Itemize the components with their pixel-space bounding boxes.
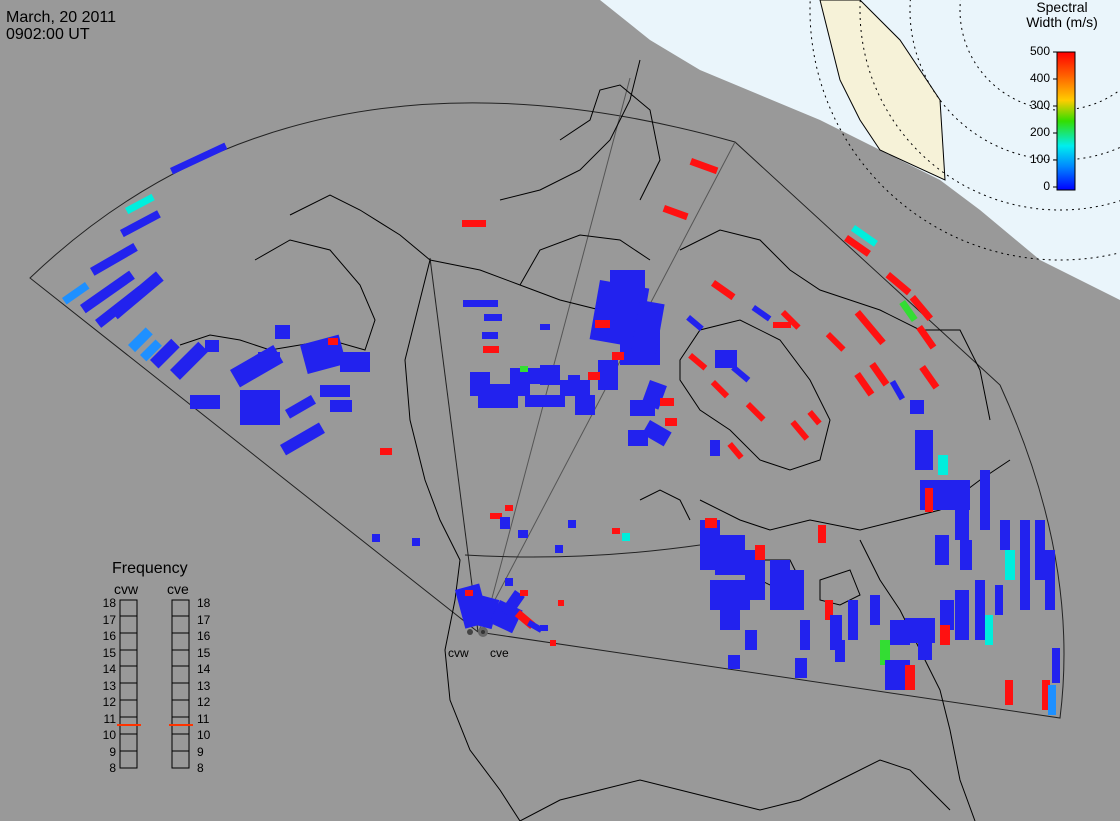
frequency-scale-left-9: 9 [109, 744, 116, 759]
spectral-width-colorbar [1053, 51, 1076, 191]
frequency-scale-left-18: 18 [102, 596, 116, 610]
legend-tick-400: 400 [1029, 71, 1050, 85]
echo-cluster-alaska [62, 142, 420, 546]
frequency-scale-left-12: 12 [102, 695, 116, 709]
daylight-region [600, 0, 1120, 300]
frequency-scale-right-10: 10 [197, 728, 211, 742]
latitude-line-fov [464, 544, 701, 558]
frequency-scale-right-13: 13 [197, 678, 211, 693]
frequency-scale-right-12: 12 [197, 695, 211, 709]
echo-cluster-east [686, 225, 1060, 715]
date-label: March, 20 2011 [6, 9, 116, 26]
frequency-radar-cvw: cvw [114, 581, 139, 597]
frequency-scale-left-11: 11 [103, 711, 116, 726]
frequency-scale-right-18: 18 [197, 596, 211, 610]
time-label: 0902:00 UT [6, 26, 90, 43]
beam-boundary-3 [482, 77, 631, 633]
legend-title-line1: Spectral [1036, 0, 1088, 15]
beam-boundary-1 [429, 257, 479, 633]
legend-tick-300: 300 [1029, 98, 1050, 112]
radar-site-cvw-marker [467, 629, 473, 635]
frequency-scale-left-8: 8 [109, 761, 116, 775]
echo-cluster-near-radar [454, 578, 564, 646]
frequency-scale-right-17: 17 [197, 612, 211, 627]
frequency-scale-right-9: 9 [197, 744, 204, 759]
frequency-title: Frequency [112, 560, 188, 577]
frequency-scale-left-10: 10 [102, 728, 116, 742]
radar-label-cve: cve [490, 646, 509, 660]
coastlines [179, 59, 1011, 821]
legend-title-line2: Width (m/s) [1026, 14, 1098, 30]
frequency-scale-left-14: 14 [102, 662, 116, 676]
frequency-scale-right-11: 11 [197, 711, 210, 726]
legend-tick-100: 100 [1029, 152, 1050, 166]
frequency-scale-right-14: 14 [197, 662, 211, 676]
frequency-scale-left-16: 16 [102, 629, 116, 643]
frequency-scale-right-8: 8 [197, 761, 204, 775]
frequency-scale-left-15: 15 [102, 645, 116, 660]
echo-cluster-central [462, 158, 719, 553]
legend-tick-0: 0 [1043, 179, 1050, 193]
frequency-radar-cve: cve [167, 581, 189, 597]
greenland-day [819, 0, 946, 181]
frequency-scale-left-17: 17 [102, 612, 116, 627]
frequency-scale-right-15: 15 [197, 645, 211, 660]
frequency-boxes [119, 599, 190, 769]
legend-tick-500: 500 [1029, 44, 1050, 58]
frequency-scale-left-13: 13 [102, 678, 116, 693]
legend-tick-200: 200 [1029, 125, 1050, 139]
frequency-scale-right-16: 16 [197, 629, 211, 643]
legend-title: Spectral Width (m/s) [1022, 0, 1102, 30]
radar-label-cvw: cvw [448, 646, 469, 660]
